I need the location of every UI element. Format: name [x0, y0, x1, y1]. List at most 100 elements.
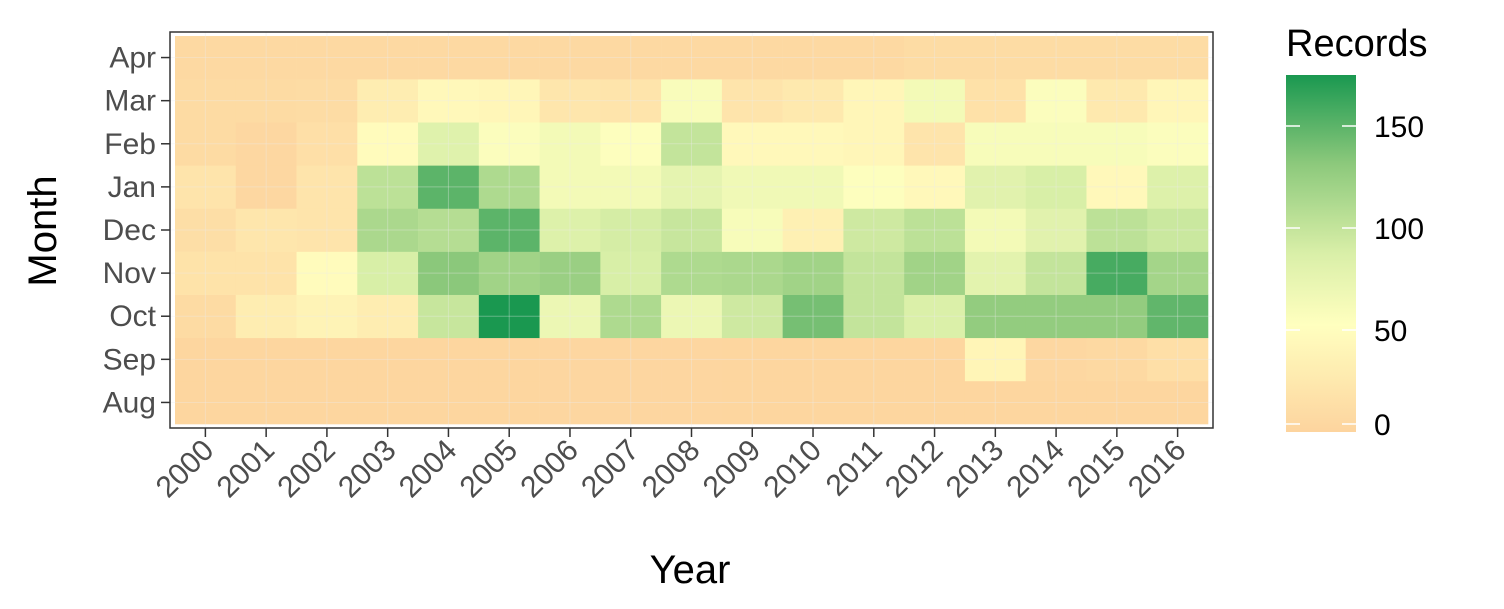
heatmap-cell — [782, 251, 844, 295]
x-axis: 2000200120022003200420052006200720082009… — [150, 428, 1193, 504]
heatmap-cell — [964, 294, 1026, 339]
x-tick-label: 2009 — [697, 434, 768, 505]
heatmap-cell — [1147, 165, 1209, 209]
heatmap-cell — [175, 380, 237, 425]
x-tick-label: 2013 — [940, 434, 1011, 505]
heatmap-cell — [904, 380, 966, 425]
heatmap-cell — [235, 294, 297, 339]
y-axis: Aug Sep Oct Nov Dec Jan Feb Mar Apr — [103, 42, 170, 419]
x-tick-label: 2000 — [150, 434, 221, 505]
heatmap-cell — [1025, 79, 1087, 123]
heatmap-cell — [661, 208, 723, 252]
heatmap-cell — [175, 337, 237, 382]
heatmap-cell — [782, 165, 844, 209]
heatmap-cell — [357, 294, 419, 339]
x-tick-label: 2007 — [575, 434, 646, 505]
heatmap-cell — [904, 79, 966, 123]
x-axis-title: Year — [650, 548, 731, 592]
x-tick-label: 2010 — [757, 434, 828, 505]
x-tick-label: 2012 — [879, 434, 950, 505]
heatmap-cell — [418, 79, 480, 123]
heatmap-cell — [1025, 122, 1087, 166]
heatmap-cell — [721, 251, 783, 295]
heatmap-cell — [1147, 294, 1209, 339]
heatmap-cell — [1147, 337, 1209, 382]
heatmap-cell — [539, 79, 601, 123]
heatmap-cell — [721, 380, 783, 425]
heatmap-cell — [1086, 165, 1148, 209]
heatmap-cell — [235, 380, 297, 425]
heatmap-cell — [600, 294, 662, 339]
heatmap-cell — [904, 165, 966, 209]
heatmap-cell — [721, 79, 783, 123]
heatmap-cell — [478, 337, 540, 382]
heatmap-cell — [782, 36, 844, 80]
legend-tick-label: 50 — [1374, 315, 1407, 348]
heatmap-cell — [1086, 79, 1148, 123]
heatmap-cell — [418, 36, 480, 80]
heatmap-cell — [1025, 337, 1087, 382]
heatmap-cell — [782, 337, 844, 382]
y-tick-label: Nov — [103, 257, 156, 290]
heatmap-cell — [296, 36, 358, 80]
x-tick-label: 2011 — [820, 434, 889, 503]
heatmap-cell — [1086, 294, 1148, 339]
legend-colorbar — [1286, 75, 1356, 432]
heatmap-cell — [235, 337, 297, 382]
heatmap-cell — [296, 208, 358, 252]
heatmap-cell — [1086, 380, 1148, 425]
heatmap-cell — [357, 251, 419, 295]
heatmap-cell — [357, 122, 419, 166]
heatmap-cell — [721, 122, 783, 166]
heatmap-cell — [843, 251, 905, 295]
legend-tick-label: 0 — [1374, 409, 1391, 442]
heatmap-cell — [418, 208, 480, 252]
heatmap-cell — [661, 79, 723, 123]
heatmap-cell — [964, 79, 1026, 123]
heatmap-cell — [175, 208, 237, 252]
heatmap-cell — [1147, 36, 1209, 80]
heatmap-cell — [904, 208, 966, 252]
heatmap-cell — [418, 165, 480, 209]
y-tick-label: Jan — [108, 171, 156, 204]
heatmap-cell — [721, 165, 783, 209]
heatmap-cell — [235, 251, 297, 295]
heatmap-cell — [964, 337, 1026, 382]
heatmap-cell — [478, 36, 540, 80]
heatmap-cell — [600, 165, 662, 209]
x-tick-label: 2014 — [1001, 434, 1072, 505]
heatmap-cell — [600, 36, 662, 80]
heatmap-cell — [296, 251, 358, 295]
x-tick-label: 2006 — [514, 434, 585, 505]
y-tick-label: Mar — [104, 85, 156, 118]
heatmap-cell — [661, 165, 723, 209]
heatmap-cell — [721, 36, 783, 80]
heatmap-cell — [1147, 380, 1209, 425]
heatmap-cell — [478, 165, 540, 209]
heatmap-cell — [1086, 251, 1148, 295]
x-tick-label: 2005 — [454, 434, 525, 505]
heatmap-cell — [418, 294, 480, 339]
heatmap-cell — [782, 208, 844, 252]
heatmap-cell — [357, 165, 419, 209]
heatmap-cell — [721, 294, 783, 339]
x-tick-label: 2001 — [211, 434, 282, 505]
x-tick-label: 2015 — [1061, 434, 1132, 505]
heatmap-cell — [175, 36, 237, 80]
heatmap-cell — [296, 337, 358, 382]
heatmap-cell — [357, 337, 419, 382]
heatmap-cell — [600, 380, 662, 425]
heatmap-cell — [600, 208, 662, 252]
heatmap-cell — [175, 122, 237, 166]
heatmap-cell — [661, 122, 723, 166]
heatmap-cell — [1147, 208, 1209, 252]
x-tick-label: 2003 — [332, 434, 403, 505]
x-tick-label: 2008 — [636, 434, 707, 505]
heatmap-cell — [661, 251, 723, 295]
heatmap-cell — [661, 36, 723, 80]
y-tick-label: Feb — [104, 128, 156, 161]
heatmap-cell — [843, 36, 905, 80]
heatmap-cell — [478, 251, 540, 295]
heatmap-cell — [539, 337, 601, 382]
